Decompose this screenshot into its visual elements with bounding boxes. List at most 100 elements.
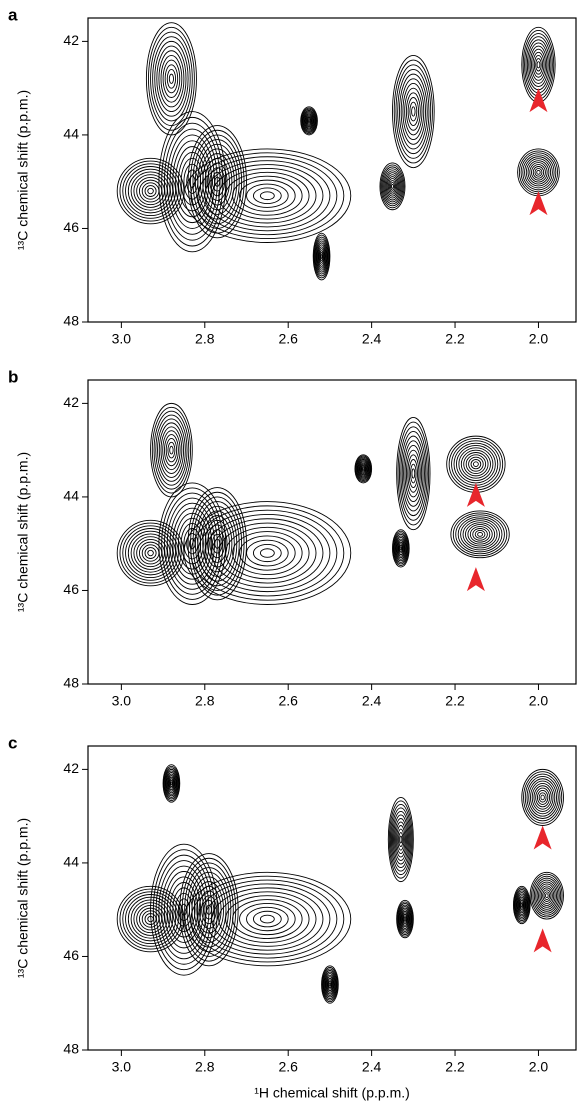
contour-line bbox=[148, 26, 195, 131]
arrow-marker bbox=[466, 482, 485, 507]
contour-line bbox=[320, 254, 323, 259]
contour-line bbox=[192, 496, 243, 591]
contour-line bbox=[160, 54, 183, 103]
contour-line bbox=[401, 910, 409, 928]
contour-line bbox=[169, 881, 199, 938]
contour-line bbox=[168, 776, 175, 791]
contour-line bbox=[386, 176, 399, 197]
contour-line bbox=[455, 514, 505, 555]
contour-line bbox=[393, 59, 433, 164]
contour-line bbox=[259, 191, 275, 201]
peak bbox=[521, 768, 564, 826]
contour-line bbox=[531, 164, 546, 181]
contour-line bbox=[122, 163, 179, 219]
contour-line bbox=[303, 112, 315, 130]
contour-line bbox=[153, 410, 190, 490]
contour-line bbox=[151, 406, 191, 494]
contour-line bbox=[327, 979, 333, 990]
contour-line bbox=[313, 234, 330, 279]
y-axis-label: ¹³C chemical shift (p.p.m.) bbox=[15, 818, 31, 978]
contour-line bbox=[381, 166, 404, 207]
contour-line bbox=[407, 454, 420, 493]
contour-line bbox=[540, 794, 545, 801]
contour-line bbox=[147, 187, 154, 195]
contour-line bbox=[396, 540, 405, 557]
contour-line bbox=[187, 487, 247, 601]
contour-line bbox=[458, 447, 494, 482]
contour-line bbox=[125, 528, 177, 579]
contour-line bbox=[450, 510, 510, 559]
contour-line bbox=[158, 860, 210, 960]
contour-line bbox=[387, 796, 414, 883]
contour-line bbox=[305, 114, 313, 128]
contour-line bbox=[144, 913, 157, 925]
contour-line bbox=[194, 501, 240, 587]
peak bbox=[183, 148, 352, 243]
plot-frame bbox=[87, 745, 577, 1051]
plot-frame bbox=[87, 379, 577, 685]
contour-line bbox=[361, 466, 366, 472]
contour-line bbox=[397, 828, 405, 851]
contour-line bbox=[303, 111, 316, 131]
contour-line bbox=[396, 901, 414, 937]
peak bbox=[321, 965, 339, 1004]
contour-line bbox=[409, 101, 418, 122]
contour-line bbox=[302, 109, 316, 132]
peak bbox=[396, 416, 431, 531]
contour-line bbox=[328, 980, 332, 989]
contour-line bbox=[470, 459, 482, 470]
contour-line bbox=[150, 402, 193, 498]
contour-line bbox=[314, 238, 329, 275]
contour-line bbox=[150, 31, 193, 127]
arrow-marker bbox=[529, 191, 548, 216]
contour-line bbox=[252, 544, 282, 563]
contour-line bbox=[543, 891, 551, 901]
contour-line bbox=[316, 244, 327, 269]
contour-line bbox=[517, 895, 527, 915]
contour-line bbox=[397, 68, 430, 155]
contour-line bbox=[357, 459, 370, 479]
peak bbox=[158, 111, 227, 253]
contour-line bbox=[211, 887, 324, 951]
contour-line bbox=[519, 901, 524, 909]
x-axis-label: ¹H chemical shift (p.p.m.) bbox=[254, 1085, 410, 1101]
x-tick-label: 3.0 bbox=[112, 693, 132, 709]
contour-line bbox=[355, 455, 372, 483]
peak bbox=[145, 22, 197, 136]
panel-letter: b bbox=[8, 367, 18, 386]
peak bbox=[116, 885, 185, 953]
contour-line bbox=[141, 544, 160, 562]
y-tick-label: 42 bbox=[63, 394, 79, 410]
contour-line bbox=[457, 516, 503, 553]
contour-line bbox=[396, 899, 414, 939]
contour-line bbox=[239, 179, 296, 212]
arrow-marker bbox=[533, 825, 552, 850]
contour-line bbox=[516, 893, 528, 917]
contour-line bbox=[535, 787, 551, 808]
contour-line bbox=[355, 456, 371, 482]
contour-line bbox=[183, 501, 352, 605]
contour-line bbox=[526, 775, 559, 819]
contour-line bbox=[163, 765, 180, 802]
peak bbox=[517, 148, 560, 197]
contour-line bbox=[528, 778, 557, 817]
contour-line bbox=[359, 462, 368, 476]
contour-line bbox=[399, 835, 403, 844]
contour-line bbox=[127, 896, 174, 942]
contour-line bbox=[528, 42, 549, 88]
contour-line bbox=[388, 800, 413, 879]
contour-line bbox=[314, 236, 329, 277]
contour-line bbox=[468, 456, 484, 472]
contour-line bbox=[204, 883, 331, 955]
contour-line bbox=[529, 162, 548, 183]
contour-line bbox=[540, 887, 553, 904]
contour-line bbox=[403, 917, 407, 922]
contour-line bbox=[162, 764, 181, 803]
contour-line bbox=[158, 111, 227, 253]
contour-line bbox=[400, 430, 427, 517]
contour-line bbox=[542, 889, 552, 902]
x-tick-label: 2.0 bbox=[529, 1059, 549, 1075]
peak bbox=[512, 885, 531, 925]
contour-line bbox=[384, 172, 401, 201]
